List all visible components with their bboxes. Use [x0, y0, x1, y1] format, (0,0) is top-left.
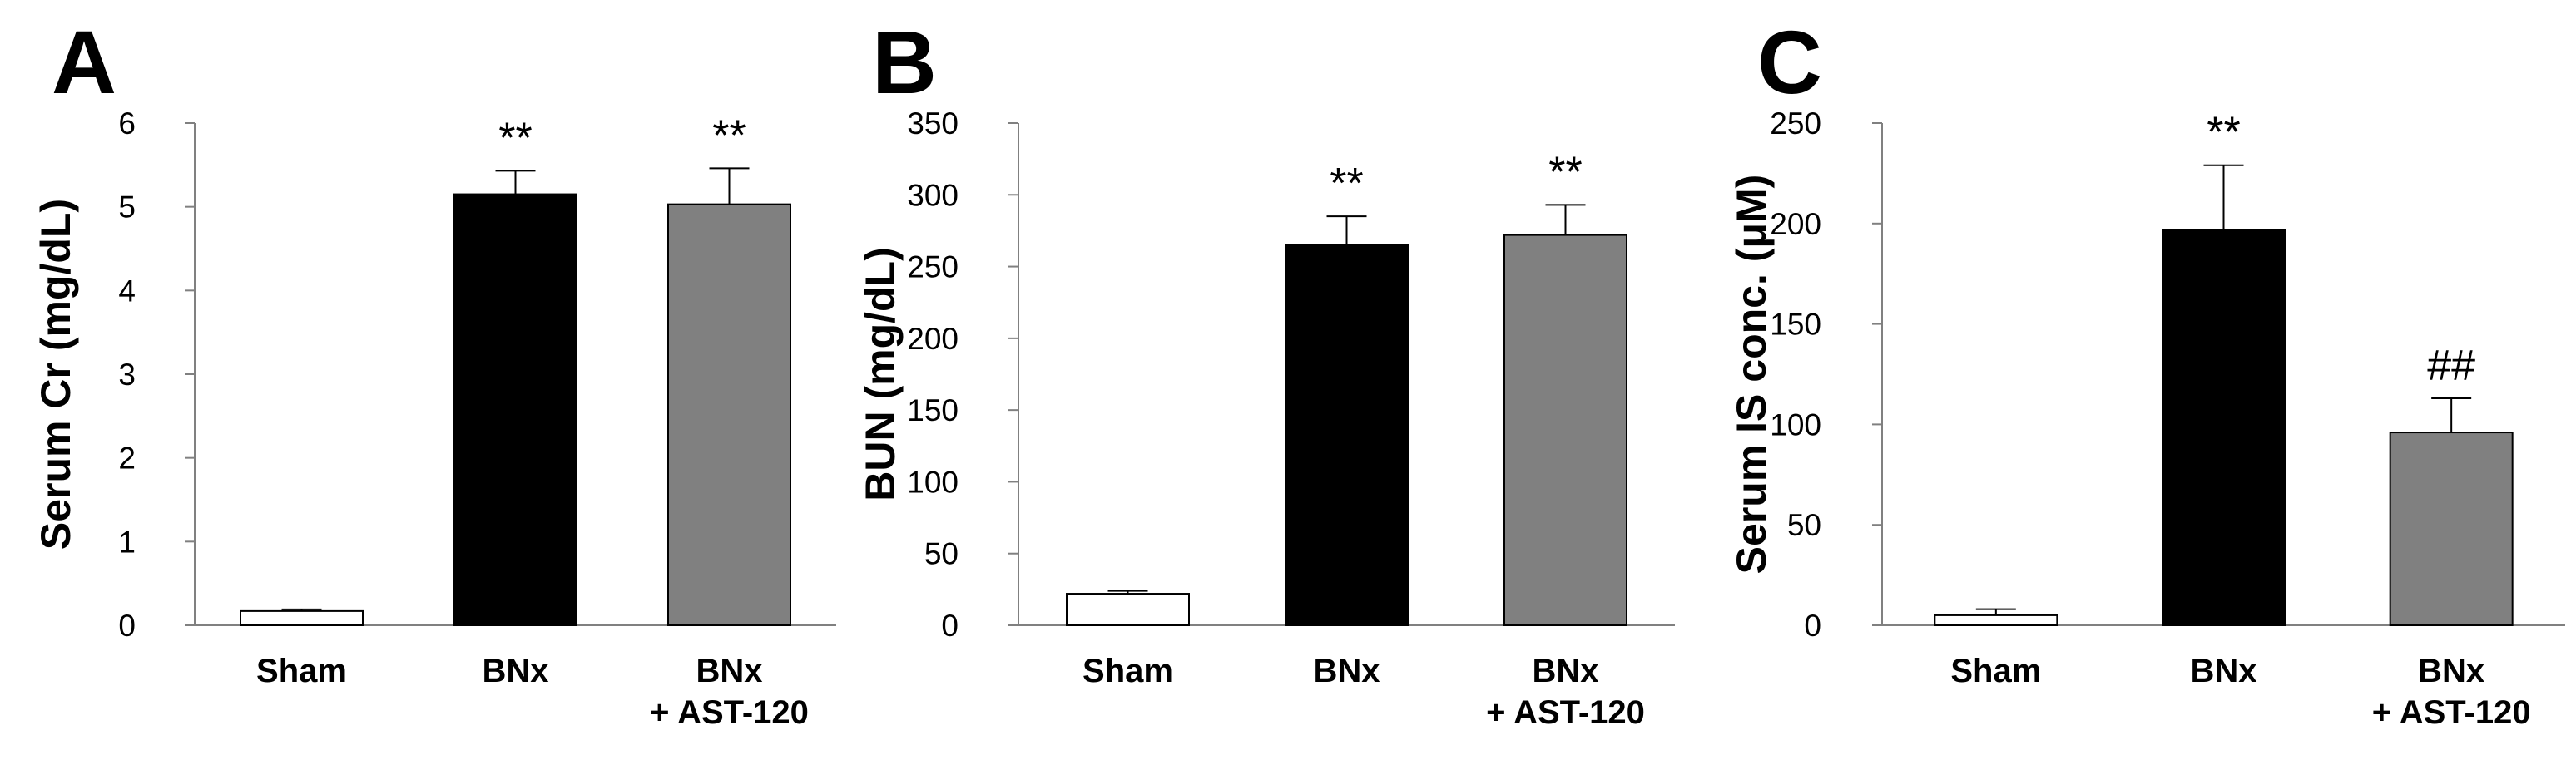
y-tick-label: 3	[118, 358, 136, 392]
y-tick-label: 150	[907, 393, 959, 427]
plot-area-a: 0 1 2 3 4 5 6 Sham ** BNx ** BNx + AST-120	[118, 106, 836, 731]
bar	[2162, 229, 2286, 626]
chart-panel-a: A Serum Cr (mg/dL) 0 1 2 3 4 5 6 Sham ** BNx ** BNx…	[32, 12, 836, 731]
y-tick-label: 2	[118, 442, 136, 476]
plot-area-b: 0 50 100 150 200 250 300 350 Sham ** BNx ** BNx + AST…	[907, 106, 1675, 731]
category-label: BNx	[1532, 653, 1598, 689]
y-axis-label-b: BUN (mg/dL)	[857, 247, 904, 501]
y-axis-label-c: Serum IS conc. (μM)	[1728, 175, 1775, 575]
significance-label: ##	[2427, 342, 2475, 390]
chart-panel-b: B BUN (mg/dL) 0 50 100 150 200 250 300 350 Sham *…	[857, 12, 1675, 731]
significance-label: **	[498, 114, 532, 162]
significance-label: **	[1330, 160, 1363, 208]
y-tick-label: 0	[1804, 609, 1821, 643]
bar	[2389, 432, 2514, 627]
y-tick-label: 50	[924, 537, 959, 571]
category-label: Sham	[1950, 653, 2041, 689]
y-tick-label: 4	[118, 274, 136, 308]
y-tick-label: 350	[907, 106, 959, 141]
category-label: + AST-120	[650, 694, 809, 731]
bar	[1285, 244, 1409, 626]
panel-letter-c: C	[1757, 12, 1822, 112]
category-label: BNx	[1313, 653, 1380, 689]
bar	[240, 609, 364, 626]
y-tick-label: 0	[941, 609, 959, 643]
significance-label: **	[2207, 109, 2240, 157]
plot-area-c: 0 50 100 150 200 250 Sham ** BNx ## BNx + AST-120	[1770, 106, 2565, 731]
category-label: BNx	[2418, 653, 2484, 689]
y-tick-label: 0	[118, 609, 136, 643]
y-tick-label: 1	[118, 525, 136, 559]
y-tick-label: 100	[907, 465, 959, 499]
bar	[1503, 234, 1627, 626]
y-tick-label: 250	[907, 250, 959, 284]
significance-label: **	[1548, 148, 1582, 196]
category-label: + AST-120	[1486, 694, 1645, 731]
bar	[1934, 614, 2058, 626]
y-tick-label: 50	[1787, 508, 1821, 542]
y-tick-label: 6	[118, 106, 136, 141]
y-tick-label: 5	[118, 190, 136, 225]
category-label: BNx	[2190, 653, 2256, 689]
bar	[1066, 593, 1190, 627]
bar	[453, 193, 577, 627]
chart-panel-c: C Serum IS conc. (μM) 0 50 100 150 200 250 Sha…	[1728, 12, 2565, 731]
category-label: Sham	[256, 653, 347, 689]
category-label: BNx	[482, 653, 548, 689]
panel-letter-b: B	[872, 12, 937, 112]
category-label: Sham	[1082, 653, 1173, 689]
y-tick-label: 200	[1770, 207, 1821, 241]
y-tick-label: 150	[1770, 308, 1821, 342]
category-label: BNx	[696, 653, 762, 689]
y-tick-label: 100	[1770, 407, 1821, 442]
significance-label: **	[712, 111, 746, 160]
y-tick-label: 250	[1770, 106, 1821, 141]
category-label: + AST-120	[2372, 694, 2531, 731]
y-tick-label: 300	[907, 178, 959, 212]
bar	[667, 203, 791, 626]
y-tick-label: 200	[907, 322, 959, 356]
panel-letter-a: A	[52, 12, 116, 112]
y-axis-label-a: Serum Cr (mg/dL)	[32, 199, 79, 550]
